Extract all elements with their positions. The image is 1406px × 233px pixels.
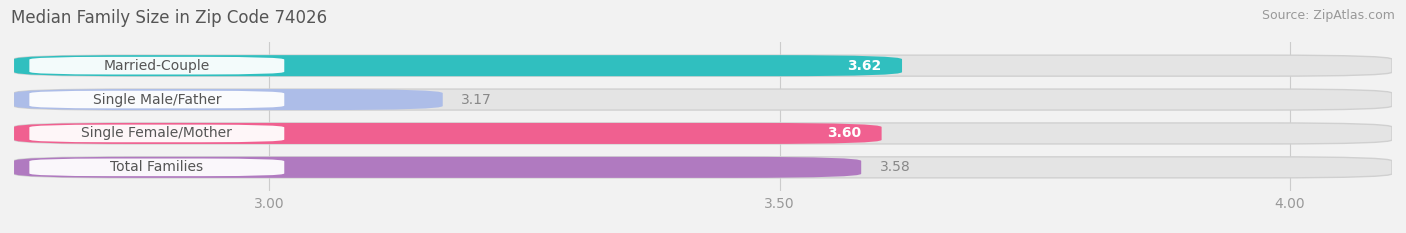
FancyBboxPatch shape: [14, 55, 1392, 76]
FancyBboxPatch shape: [14, 123, 1392, 144]
Text: 3.17: 3.17: [461, 93, 492, 106]
Text: Median Family Size in Zip Code 74026: Median Family Size in Zip Code 74026: [11, 9, 328, 27]
FancyBboxPatch shape: [14, 89, 1392, 110]
Text: Single Female/Mother: Single Female/Mother: [82, 127, 232, 140]
Text: 3.60: 3.60: [827, 127, 862, 140]
FancyBboxPatch shape: [14, 89, 443, 110]
Text: 3.62: 3.62: [848, 59, 882, 73]
Text: Source: ZipAtlas.com: Source: ZipAtlas.com: [1261, 9, 1395, 22]
FancyBboxPatch shape: [30, 57, 284, 75]
FancyBboxPatch shape: [14, 123, 882, 144]
FancyBboxPatch shape: [14, 157, 1392, 178]
FancyBboxPatch shape: [14, 55, 903, 76]
FancyBboxPatch shape: [30, 158, 284, 176]
FancyBboxPatch shape: [30, 125, 284, 142]
Text: Married-Couple: Married-Couple: [104, 59, 209, 73]
FancyBboxPatch shape: [14, 157, 862, 178]
Text: Single Male/Father: Single Male/Father: [93, 93, 221, 106]
FancyBboxPatch shape: [30, 91, 284, 108]
Text: Total Families: Total Families: [110, 160, 204, 174]
Text: 3.58: 3.58: [880, 160, 910, 174]
